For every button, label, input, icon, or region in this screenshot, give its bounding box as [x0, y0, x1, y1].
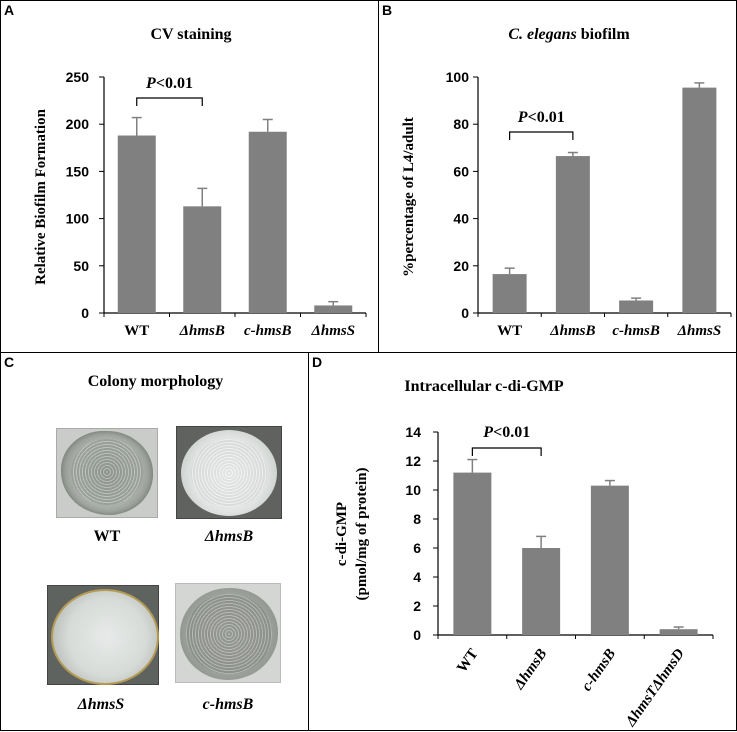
- y-axis-label: (pmol/mg of protein): [354, 467, 370, 600]
- y-tick-label: 20: [453, 258, 469, 274]
- significance-label: P<0.01: [482, 424, 530, 441]
- bar: [314, 305, 353, 313]
- x-category-label: ΔhmsS: [310, 323, 355, 339]
- y-axis-label: Relative Biofilm Formation: [33, 108, 49, 284]
- y-tick-label: 8: [413, 511, 421, 527]
- y-tick-label: 10: [405, 482, 421, 498]
- y-tick-label: 250: [66, 69, 90, 85]
- y-tick-label: 50: [73, 258, 89, 274]
- x-category-label: c-hmsB: [244, 323, 292, 339]
- x-category-label: ΔhmsTΔhmsD: [622, 646, 688, 730]
- colony-label: ΔhmsB: [204, 528, 254, 545]
- y-tick-label: 40: [453, 211, 469, 227]
- y-tick-label: 0: [81, 305, 89, 321]
- significance-bracket: [471, 447, 542, 456]
- bar: [682, 87, 717, 314]
- significance-bracket: [136, 97, 203, 106]
- chart-title: Intracellular c-di-GMP: [404, 378, 563, 395]
- y-tick-label: 60: [453, 163, 469, 179]
- significance-p: P: [145, 75, 156, 92]
- significance-threshold: <0.01: [156, 75, 193, 92]
- significance-label: P<0.01: [517, 109, 565, 126]
- y-axis-label: c-di-GMP: [334, 502, 350, 566]
- panel-b: B C. elegans biofilm 0 20 40 60 80 100 WT ΔhmsB…: [378, 0, 737, 353]
- significance-p: P: [517, 109, 528, 126]
- colony-image-delta-hmsb: [176, 426, 282, 519]
- y-tick-label: 100: [446, 69, 470, 85]
- panel-letter: B: [382, 2, 393, 18]
- bar: [590, 485, 629, 635]
- significance-threshold: <0.01: [493, 424, 530, 441]
- bar: [117, 135, 156, 313]
- y-tick-label: 200: [66, 116, 90, 132]
- y-tick-label: 150: [66, 163, 90, 179]
- bar: [183, 206, 222, 313]
- y-tick-label: 6: [413, 540, 421, 556]
- chart-title: C. elegans biofilm: [508, 26, 630, 43]
- y-tick-label: 4: [413, 569, 421, 585]
- significance-p: P: [482, 424, 493, 441]
- panel-a: A CV staining 0 50 100 150 200 250 WT ΔhmsB c-hm…: [0, 0, 379, 353]
- x-category-label: ΔhmsB: [179, 323, 225, 339]
- bar: [248, 131, 287, 313]
- x-category-label: c-hmsB: [579, 646, 619, 694]
- significance-threshold: <0.01: [528, 109, 565, 126]
- colony-label: WT: [93, 528, 121, 545]
- y-tick-label: 14: [405, 424, 421, 440]
- panel-title: Colony morphology: [87, 373, 224, 390]
- x-category-label: WT: [124, 323, 149, 339]
- colony-image-wt: [56, 428, 158, 518]
- y-tick-label: 80: [453, 116, 469, 132]
- panel-c: C Colony morphology WT ΔhmsB ΔhmsS c-hms…: [0, 352, 309, 731]
- y-tick-label: 0: [413, 627, 421, 643]
- colony-image-delta-hmss: [47, 585, 159, 685]
- panel-letter: D: [312, 354, 323, 370]
- x-category-label: ΔhmsB: [511, 646, 551, 693]
- bar-chart-c-elegans-biofilm: C. elegans biofilm 0 20 40 60 80 100 WT ΔhmsB c-…: [401, 26, 732, 339]
- x-category-label: WT: [497, 323, 522, 339]
- chart-title-italic: C. elegans: [508, 26, 576, 43]
- bar: [555, 156, 590, 313]
- significance-label: P<0.01: [145, 75, 193, 92]
- chart-title-rest: biofilm: [577, 26, 631, 43]
- significance-bracket: [509, 131, 574, 140]
- y-tick-label: 0: [461, 305, 469, 321]
- bar: [492, 274, 527, 313]
- bar-chart-cv-staining: CV staining 0 50 100 150 200 250 WT ΔhmsB c-hmsB…: [33, 26, 367, 339]
- panel-d: D Intracellular c-di-GMP 0 2 4 6 8 10 12 14 WT Δh…: [308, 352, 737, 731]
- y-tick-label: 12: [405, 453, 421, 469]
- x-category-label: c-hmsB: [612, 323, 660, 339]
- colony-label: ΔhmsS: [77, 696, 125, 713]
- panel-letter: C: [4, 354, 15, 370]
- y-tick-label: 2: [413, 598, 421, 614]
- bar: [619, 300, 654, 313]
- bar: [522, 548, 561, 635]
- colony-image-c-hmsb: [175, 583, 281, 683]
- panel-letter: A: [4, 2, 15, 18]
- x-category-label: ΔhmsB: [549, 323, 595, 339]
- y-axis-label: %percentage of L4/adult: [401, 117, 417, 277]
- chart-title: CV staining: [150, 26, 231, 43]
- bar-chart-c-di-gmp: Intracellular c-di-GMP 0 2 4 6 8 10 12 14 WT Δhms…: [334, 378, 714, 730]
- bar: [659, 629, 698, 635]
- bar: [453, 472, 492, 635]
- x-category-label: WT: [454, 646, 481, 676]
- colony-label: c-hmsB: [202, 696, 254, 713]
- y-tick-label: 100: [66, 211, 90, 227]
- x-category-label: ΔhmsS: [677, 323, 722, 339]
